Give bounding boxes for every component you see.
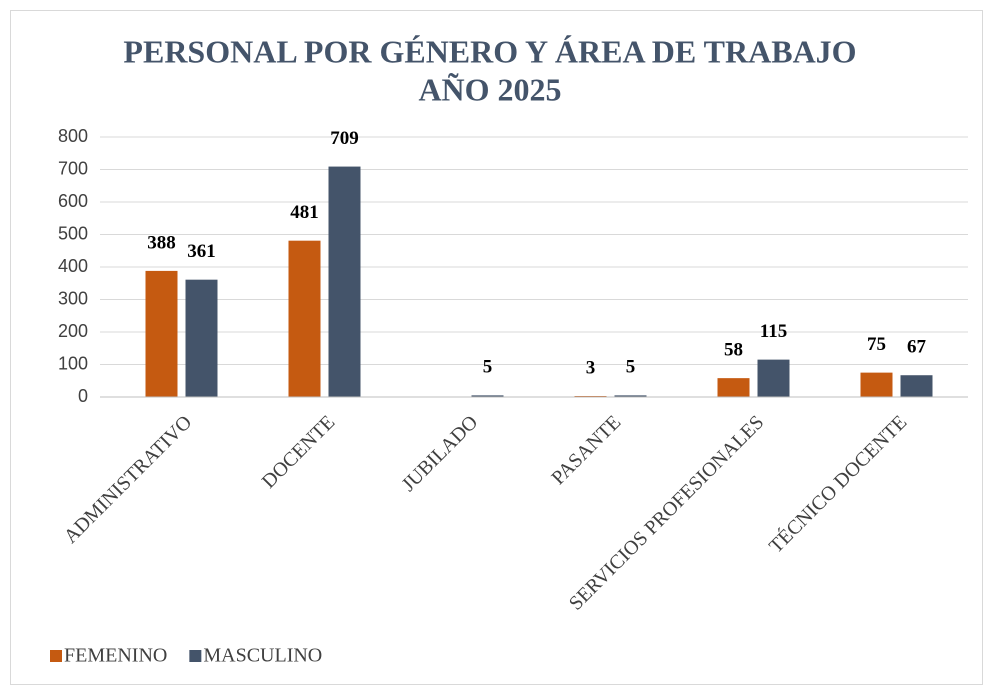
y-tick-label: 500 xyxy=(58,223,88,243)
bar xyxy=(757,359,790,397)
bar xyxy=(471,395,504,397)
legend-swatch xyxy=(50,650,62,662)
value-label: 361 xyxy=(187,241,216,262)
bar xyxy=(288,240,321,397)
y-tick-label: 700 xyxy=(58,158,88,178)
chart-title: PERSONAL POR GÉNERO Y ÁREA DE TRABAJO xyxy=(123,33,856,69)
y-tick-label: 600 xyxy=(58,191,88,211)
y-tick-label: 800 xyxy=(58,126,88,146)
value-label: 5 xyxy=(483,357,493,378)
value-label: 58 xyxy=(724,340,743,361)
legend-label: MASCULINO xyxy=(203,645,322,667)
value-label: 709 xyxy=(330,128,359,149)
value-label: 5 xyxy=(626,357,636,378)
y-tick-label: 300 xyxy=(58,288,88,308)
y-tick-label: 0 xyxy=(78,386,88,406)
bar xyxy=(185,279,218,397)
y-tick-label: 400 xyxy=(58,256,88,276)
value-label: 115 xyxy=(760,321,787,342)
chart-title: AÑO 2025 xyxy=(418,71,561,107)
value-label: 388 xyxy=(147,232,176,253)
bar xyxy=(145,270,178,397)
bar xyxy=(860,372,893,397)
legend-label: FEMENINO xyxy=(64,645,167,667)
bar xyxy=(614,395,647,397)
y-tick-label: 100 xyxy=(58,353,88,373)
bar xyxy=(717,378,750,397)
legend-swatch xyxy=(189,650,202,662)
value-label: 3 xyxy=(586,357,596,378)
bar xyxy=(328,166,361,397)
bar xyxy=(900,375,933,397)
y-tick-label: 200 xyxy=(58,321,88,341)
value-label: 75 xyxy=(867,334,886,355)
value-label: 481 xyxy=(290,202,319,223)
value-label: 67 xyxy=(907,337,927,358)
